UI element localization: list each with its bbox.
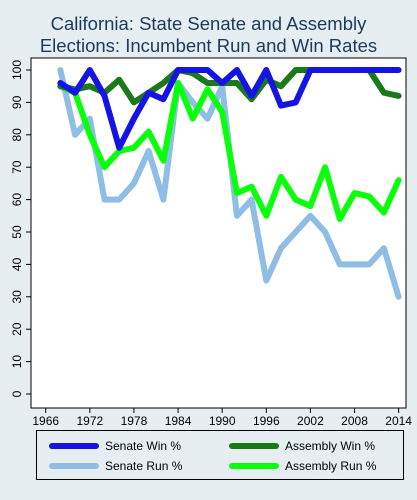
x-tick-label: 2002 bbox=[297, 414, 324, 428]
y-tick-label: 20 bbox=[10, 322, 24, 336]
chart-title-line-1: California: State Senate and Assembly bbox=[50, 13, 367, 34]
y-tick-label: 30 bbox=[10, 290, 24, 304]
y-tick-label: 70 bbox=[10, 160, 24, 174]
series-layer bbox=[57, 67, 402, 300]
x-tick-label: 2008 bbox=[341, 414, 368, 428]
y-tick-label: 0 bbox=[10, 390, 24, 397]
x-axis: 1966 1972 1978 1984 1990 1996 2002 2008 2014 bbox=[32, 408, 412, 428]
x-tick-label: 1972 bbox=[76, 414, 103, 428]
x-tick-label: 1996 bbox=[253, 414, 280, 428]
legend-swatch-assembly-run bbox=[229, 463, 279, 469]
y-tick-label: 80 bbox=[10, 128, 24, 142]
y-tick-label: 10 bbox=[10, 355, 24, 369]
chart-title-line-2: Elections: Incumbent Run and Win Rates bbox=[39, 35, 378, 56]
series-line-assembly-run bbox=[57, 80, 402, 222]
legend-label-assembly-win: Assembly Win % bbox=[285, 439, 376, 453]
x-tick-label: 1978 bbox=[121, 414, 148, 428]
y-tick-label: 40 bbox=[10, 257, 24, 271]
y-tick-label: 60 bbox=[10, 193, 24, 207]
x-tick-label: 1990 bbox=[209, 414, 236, 428]
legend-label-assembly-run: Assembly Run % bbox=[285, 459, 377, 473]
x-tick-label: 2014 bbox=[385, 414, 412, 428]
legend: Senate Win % Assembly Win % Senate Run %… bbox=[36, 430, 404, 480]
legend-label-senate-win: Senate Win % bbox=[105, 439, 182, 453]
legend-label-senate-run: Senate Run % bbox=[105, 459, 183, 473]
plot-area bbox=[30, 57, 407, 409]
legend-swatch-senate-run bbox=[49, 463, 99, 469]
legend-swatch-senate-win bbox=[49, 443, 99, 449]
series-line-senate-win bbox=[57, 67, 402, 151]
x-tick-label: 1984 bbox=[165, 414, 192, 428]
y-axis: 0 10 20 30 40 50 60 70 80 90 100 bbox=[10, 60, 31, 397]
y-tick-label: 90 bbox=[10, 95, 24, 109]
legend-swatch-assembly-win bbox=[229, 443, 279, 449]
y-tick-label: 50 bbox=[10, 225, 24, 239]
y-tick-label: 100 bbox=[10, 60, 24, 80]
x-tick-label: 1966 bbox=[32, 414, 59, 428]
